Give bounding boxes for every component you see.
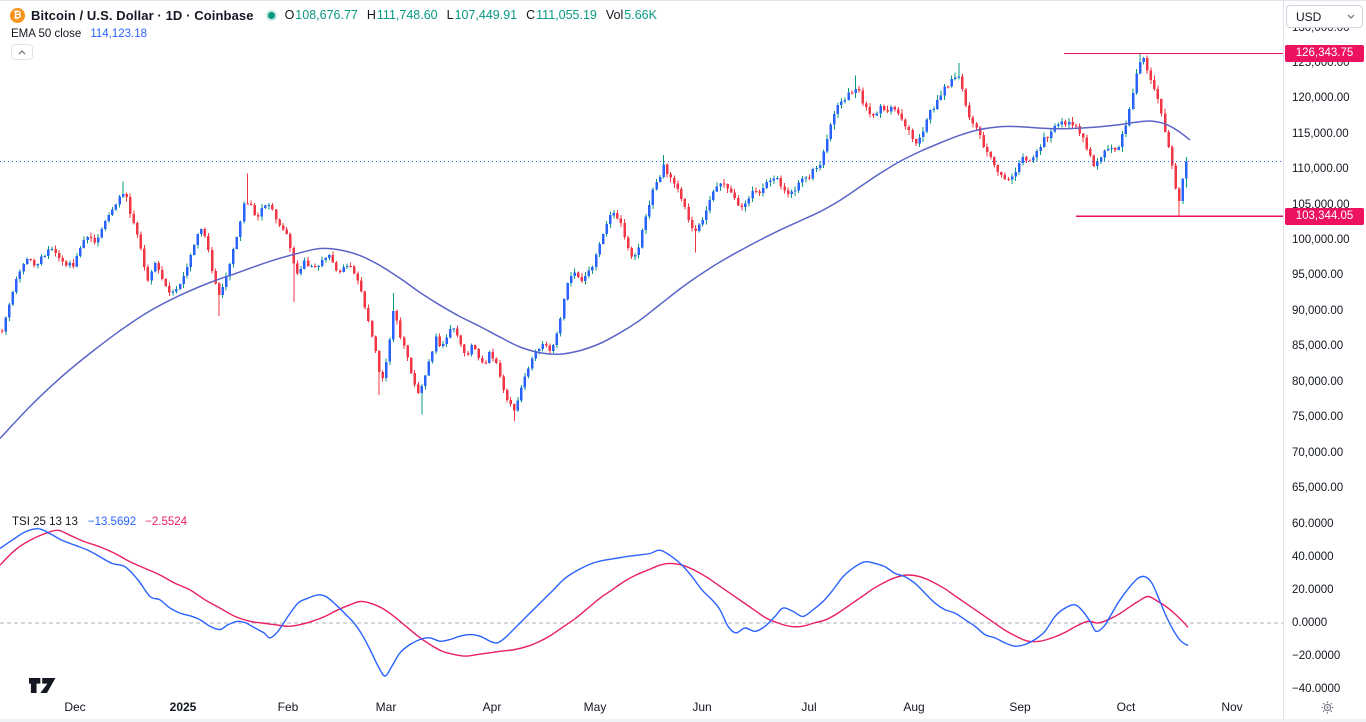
ema-label: EMA 50 close [11, 28, 82, 40]
tradingview-logo[interactable] [29, 676, 63, 695]
time-tick-label[interactable]: Jul [801, 700, 817, 714]
market-status-dot [267, 11, 275, 19]
price-tick-label: 85,000.00 [1292, 340, 1344, 353]
ema-legend: EMA 50 close 114,123.18 [11, 27, 147, 41]
price-tick-label: 105,000.00 [1292, 198, 1350, 211]
price-tick-label: 80,000.00 [1292, 375, 1344, 388]
tradingview-logo-icon [29, 677, 56, 694]
tsi-tick-label: 40.0000 [1292, 550, 1334, 563]
chart-canvas[interactable] [0, 0, 1283, 722]
price-axis-separator[interactable] [1283, 0, 1284, 722]
low-value: 107,449.91 [454, 8, 518, 22]
widget-bottom-edge [0, 719, 1366, 722]
collapse-legend-button[interactable] [11, 44, 33, 60]
chevron-down-icon [1347, 14, 1355, 19]
tsi-tick-label: −40.0000 [1292, 683, 1341, 696]
tsi-legend: TSI 25 13 13 −13.5692 −2.5524 [12, 515, 187, 529]
open-label: O [284, 8, 295, 22]
bitcoin-icon: ₿ [10, 7, 25, 23]
high-value: 111,748.60 [376, 8, 438, 22]
symbol-title: Bitcoin / U.S. Dollar · 1D · Coinbase [31, 7, 254, 23]
tsi-tick-label: −20.0000 [1292, 650, 1341, 663]
axis-settings-gear-icon[interactable] [1320, 700, 1335, 715]
chevron-up-icon [18, 49, 26, 54]
volume-value: 5.66K [624, 8, 657, 22]
time-tick-label[interactable]: Feb [277, 700, 299, 714]
time-tick-label[interactable]: Oct [1116, 700, 1136, 714]
price-tick-label: 115,000.00 [1292, 127, 1349, 140]
price-tick-label: 90,000.00 [1292, 304, 1344, 317]
time-tick-label[interactable]: Mar [375, 700, 397, 714]
symbol-legend: ₿ Bitcoin / U.S. Dollar · 1D · Coinbase … [10, 7, 657, 23]
time-tick-label[interactable]: Jun [692, 700, 712, 714]
price-tick-label: 110,000.00 [1292, 163, 1349, 176]
price-tick-label: 70,000.00 [1292, 446, 1344, 459]
high-label: H [366, 8, 376, 22]
low-price-chip: 103,344.05 [1285, 207, 1364, 225]
time-tick-label[interactable]: Dec [64, 700, 86, 714]
tsi-value: −13.5692 [87, 516, 137, 528]
price-tick-label: 65,000.00 [1292, 482, 1344, 494]
time-tick-label[interactable]: Nov [1221, 700, 1243, 714]
high-price-chip: 126,343.75 [1285, 44, 1364, 62]
tsi-title: TSI 25 13 13 [12, 516, 78, 528]
time-tick-label[interactable]: Sep [1009, 700, 1031, 714]
time-tick-label[interactable]: Apr [482, 700, 502, 714]
price-tick-label: 100,000.00 [1292, 234, 1350, 247]
close-label: C [526, 8, 536, 22]
currency-select-value: USD [1296, 9, 1322, 24]
tsi-signal-value: −2.5524 [145, 516, 188, 528]
ema-value: 114,123.18 [90, 28, 148, 40]
price-tick-label: 95,000.00 [1292, 269, 1344, 282]
time-axis-separator [0, 0, 1366, 1]
ohlc-values: O 108,676.77 H 111,748.60 L 107,449.91 C 111… [285, 8, 657, 22]
price-tick-label: 75,000.00 [1292, 411, 1344, 424]
time-tick-label[interactable]: May [583, 700, 607, 714]
low-label: L [446, 8, 454, 22]
volume-label: Vol [605, 8, 624, 22]
tsi-tick-label: 20.0000 [1292, 583, 1334, 596]
currency-select[interactable]: USD [1286, 5, 1363, 28]
price-tick-label: 120,000.00 [1292, 92, 1350, 105]
tsi-tick-label: 60.0000 [1292, 517, 1334, 530]
close-value: 111,055.19 [536, 8, 597, 22]
time-tick-label[interactable]: 2025 [169, 700, 197, 714]
open-value: 108,676.77 [295, 8, 358, 22]
tsi-tick-label: 0.0000 [1292, 617, 1328, 629]
time-tick-label[interactable]: Aug [903, 700, 925, 714]
